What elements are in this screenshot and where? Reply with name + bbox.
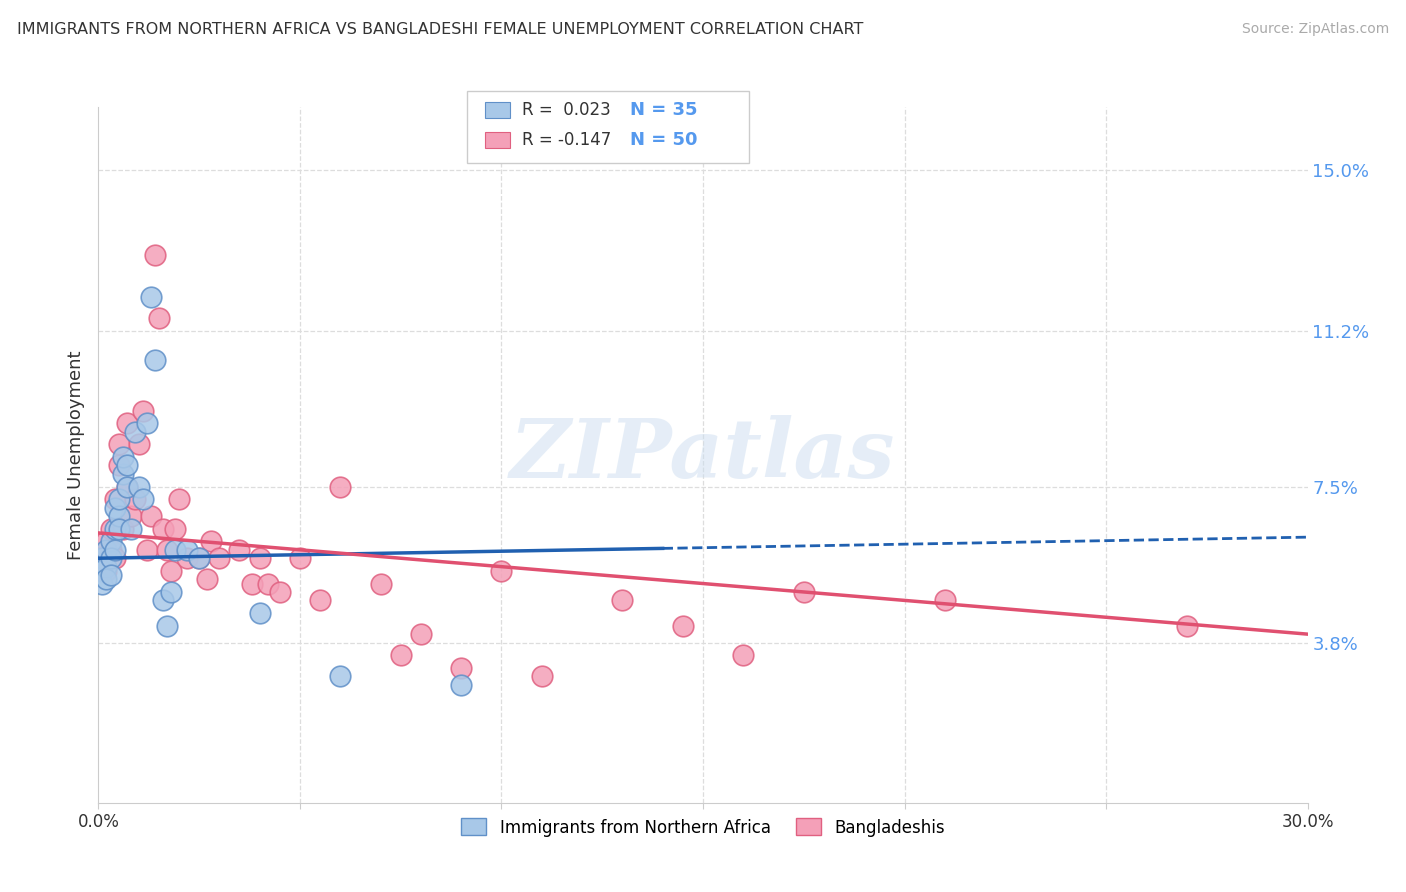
Point [163,542,186,557]
Point [156,542,179,557]
Point [612,593,634,607]
Point [530,669,553,683]
Point [120,509,142,524]
Point [143,353,166,368]
Point [107,522,129,536]
Point [450,661,472,675]
Point [672,618,695,632]
Point [139,290,162,304]
Point [100,551,122,566]
Text: Source: ZipAtlas.com: Source: ZipAtlas.com [1241,22,1389,37]
Point [128,479,150,493]
Point [107,492,129,507]
Point [228,542,250,557]
Point [91,551,114,566]
Point [491,564,513,578]
Point [249,606,271,620]
Point [100,534,122,549]
Point [96,542,118,557]
Point [103,492,125,507]
Point [111,450,134,464]
Point [132,492,155,507]
Point [107,458,129,473]
Point [450,678,472,692]
Point [176,551,198,566]
Point [103,542,125,557]
Point [91,564,114,578]
Point [139,509,162,524]
Point [111,467,134,481]
Point [256,576,278,591]
Point [195,572,218,586]
Text: R =  0.023: R = 0.023 [522,101,610,119]
Point [152,522,174,536]
Point [124,492,146,507]
Point [288,551,311,566]
Point [733,648,755,663]
Text: N = 50: N = 50 [630,131,697,149]
Legend: Immigrants from Northern Africa, Bangladeshis: Immigrants from Northern Africa, Banglad… [454,812,952,843]
Point [100,522,122,536]
Point [135,542,157,557]
Text: R = -0.147: R = -0.147 [522,131,610,149]
Point [188,551,211,566]
Point [91,576,114,591]
Point [107,509,129,524]
Point [163,522,186,536]
Point [160,564,183,578]
Point [167,492,190,507]
Point [269,585,291,599]
Point [124,425,146,439]
Point [160,585,183,599]
Point [96,564,118,578]
Point [309,593,332,607]
Point [200,534,222,549]
Point [107,437,129,451]
Point [103,500,125,515]
Point [793,585,815,599]
Point [128,437,150,451]
Point [148,310,170,325]
Point [96,534,118,549]
Point [409,627,432,641]
Text: N = 35: N = 35 [630,101,697,119]
Point [208,551,231,566]
Point [115,458,138,473]
Point [240,576,263,591]
Point [370,576,392,591]
Y-axis label: Female Unemployment: Female Unemployment [66,351,84,559]
Point [156,618,179,632]
Point [103,522,125,536]
Point [96,559,118,574]
Point [188,551,211,566]
Point [115,479,138,493]
Point [132,403,155,417]
Point [120,522,142,536]
Point [389,648,412,663]
Point [176,542,198,557]
Point [934,593,956,607]
Point [100,542,122,557]
Point [152,593,174,607]
Point [329,669,352,683]
Point [115,417,138,431]
Point [103,551,125,566]
Point [115,479,138,493]
Point [96,572,118,586]
Point [249,551,271,566]
Point [143,247,166,261]
Point [329,479,352,493]
Point [100,568,122,582]
Text: ZIPatlas: ZIPatlas [510,415,896,495]
Point [91,551,114,566]
Text: IMMIGRANTS FROM NORTHERN AFRICA VS BANGLADESHI FEMALE UNEMPLOYMENT CORRELATION C: IMMIGRANTS FROM NORTHERN AFRICA VS BANGL… [17,22,863,37]
Point [1175,618,1198,632]
Point [111,522,134,536]
Point [135,417,157,431]
